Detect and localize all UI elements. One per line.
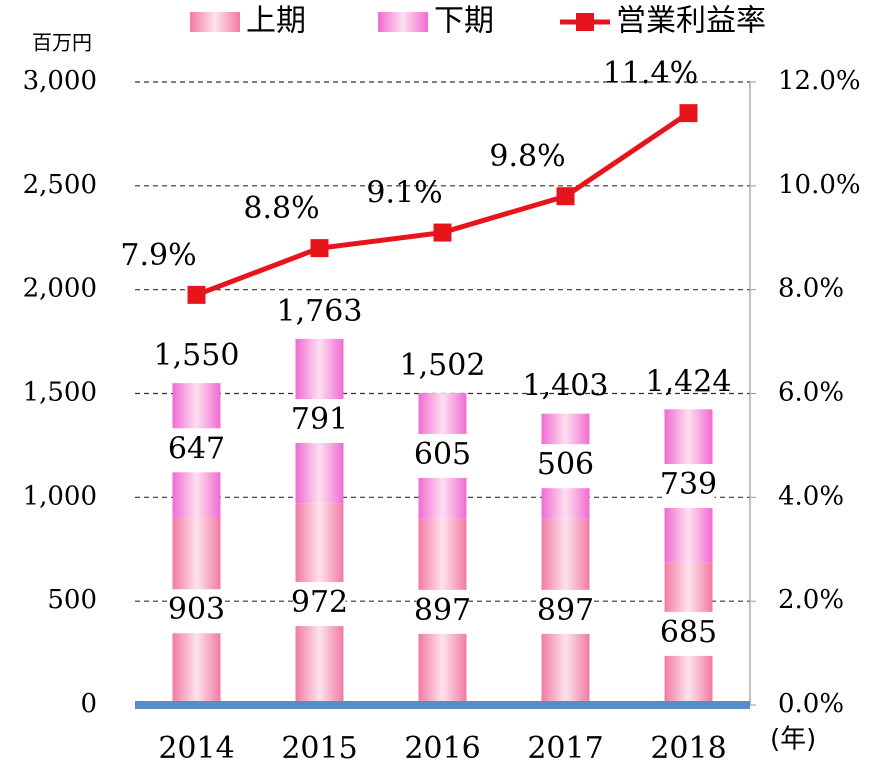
y2-tick-label: 10.0%	[778, 170, 861, 200]
data-label: 897	[414, 593, 471, 628]
line-marker	[310, 239, 329, 258]
y2-tick-label: 6.0%	[778, 378, 844, 408]
label-bg	[539, 589, 592, 634]
data-label: 7.9%	[120, 238, 196, 273]
y-tick-label: 3,000	[23, 66, 97, 96]
y2-tick-label: 12.0%	[778, 66, 861, 96]
label-bg	[662, 464, 715, 509]
y-tick-label: 0	[80, 689, 97, 719]
total-label: 1,424	[646, 364, 732, 399]
data-label: 605	[414, 437, 471, 472]
label-bg	[539, 444, 592, 489]
legend-swatch	[378, 12, 428, 32]
data-label: 903	[168, 592, 225, 627]
x-tick-label: 2016	[404, 731, 480, 766]
data-label: 9.8%	[489, 139, 565, 174]
label-bg	[293, 582, 346, 627]
legend-label: 営業利益率	[616, 4, 766, 39]
label-bg	[170, 589, 223, 634]
x-tick-label: 2018	[650, 731, 726, 766]
total-label: 1,403	[523, 369, 609, 404]
legend-label: 下期	[434, 4, 494, 39]
line-marker	[679, 104, 698, 123]
data-label: 897	[537, 593, 594, 628]
line-marker	[187, 285, 206, 304]
data-label: 506	[537, 447, 594, 482]
data-label: 685	[660, 615, 717, 650]
data-label: 9.1%	[366, 176, 442, 211]
total-label: 1,502	[400, 348, 486, 383]
label-bg	[170, 428, 223, 473]
total-label: 1,763	[277, 294, 363, 329]
y2-tick-label: 2.0%	[778, 585, 844, 615]
y-tick-label: 1,500	[23, 378, 97, 408]
data-label: 11.4%	[603, 56, 698, 91]
x-tick-label: 2014	[158, 731, 234, 766]
data-label: 739	[660, 467, 717, 502]
line-marker	[433, 223, 452, 242]
y-tick-label: 1,000	[23, 481, 97, 511]
data-label: 647	[168, 431, 225, 466]
line-marker	[556, 187, 575, 206]
data-label: 972	[291, 585, 348, 620]
y-tick-label: 500	[47, 585, 97, 615]
total-label: 1,550	[154, 338, 240, 373]
x-tick-label: 2015	[281, 731, 357, 766]
y2-tick-label: 0.0%	[778, 689, 844, 719]
y2-tick-label: 4.0%	[778, 481, 844, 511]
legend-swatch	[190, 12, 240, 32]
y2-tick-label: 8.0%	[778, 274, 844, 304]
y-axis-label: 百万円	[32, 31, 92, 55]
label-bg	[416, 433, 469, 478]
x-axis-label: (年)	[770, 725, 816, 755]
legend-label: 上期	[246, 4, 306, 39]
y-tick-label: 2,500	[23, 170, 97, 200]
label-bg	[662, 611, 715, 656]
data-label: 8.8%	[243, 191, 319, 226]
label-bg	[293, 399, 346, 444]
data-label: 791	[291, 402, 348, 437]
y-tick-label: 2,000	[23, 274, 97, 304]
x-tick-label: 2017	[527, 731, 603, 766]
legend-swatch	[576, 13, 594, 31]
label-bg	[416, 589, 469, 634]
